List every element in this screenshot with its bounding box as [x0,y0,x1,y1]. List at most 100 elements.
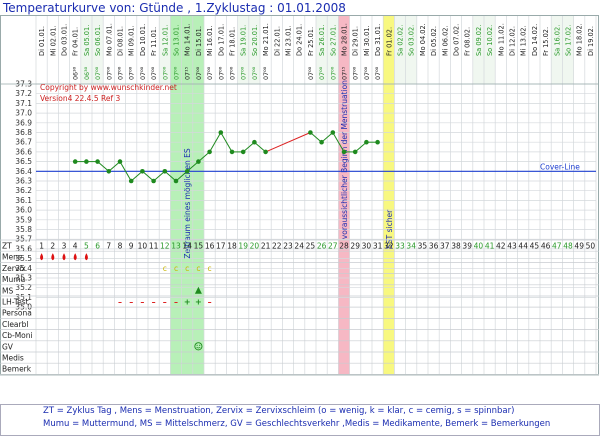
time-label: 07⁰⁰ [329,66,337,80]
cycle-day-number: 33 [395,242,405,251]
curve-segment [321,132,334,143]
temperature-point [173,178,179,184]
y-tick-label: 35.2 [15,283,32,292]
time-label: 07⁰⁰ [374,66,382,80]
row-label: Mens [2,253,22,262]
mens-drop-icon [84,253,88,261]
date-label: Mi 06.02. [441,25,449,56]
temperature-point [151,178,156,184]
curve-segment [254,141,266,153]
cycle-day-number: 1 [39,242,44,251]
time-label: 07⁰⁰ [217,66,225,80]
date-label: So 13.01. [173,25,181,56]
smiley-icon [194,342,203,351]
date-label: Sa 16.02. [553,25,561,56]
temperature-point [341,149,347,155]
lh-test-mark: + [184,298,191,307]
cycle-day-number: 40 [474,242,484,251]
row-label: Mumu [2,275,26,284]
cycle-day-number: 30 [362,242,372,251]
date-label: So 20.01. [251,25,259,56]
weekend-shade [327,16,339,84]
cycle-day-number: 27 [328,242,338,251]
cycle-day-number: 48 [563,242,573,251]
y-tick-label: 37.0 [15,109,32,118]
curve-segment [175,170,188,182]
date-label: Fr 18.01. [229,27,237,56]
date-label: Di 29.01. [352,26,360,56]
date-label: Sa 09.02. [475,25,483,56]
weekend-shade [159,16,171,84]
weekend-shade [316,16,328,84]
row-label: ZT [2,242,12,251]
temperature-point [106,169,112,174]
date-label: Do 10.01. [139,24,147,56]
y-tick-label: 36.9 [15,118,32,127]
mens-drop-icon [73,253,77,261]
y-tick-label: 36.4 [15,167,32,176]
date-label: Fr 08.02. [464,27,472,56]
zervix-mark: c [174,264,178,273]
date-label: Di 19.02. [587,26,595,56]
temperature-point [184,169,190,174]
zervix-mark: c [208,264,212,273]
time-label: 07⁰⁰ [318,66,326,80]
cycle-day-number: 17 [216,242,226,251]
cycle-day-number: 19 [238,242,248,251]
date-label: Do 31.01. [374,24,382,56]
cycle-day-number: 26 [317,242,327,251]
date-label: Fr 01.02. [385,27,393,56]
y-tick-label: 36.0 [15,206,32,215]
time-label: 07⁰⁰ [352,66,360,80]
cycle-day-number: 45 [530,242,540,251]
cycle-day-number: 16 [205,242,215,251]
cycle-day-number: 6 [95,242,100,251]
mens-drop-icon [51,253,55,261]
time-label: 07⁰⁰ [251,66,259,80]
weekend-shade [248,16,260,84]
curve-segment [265,132,311,153]
cycle-day-number: 20 [250,242,260,251]
cycle-day-number: 21 [261,242,271,251]
zervix-mark: c [185,264,189,273]
row-label: LH-Test [2,298,29,307]
row-label: Clearbl [2,320,28,329]
y-tick-label: 36.3 [15,177,32,186]
temperature-point [352,149,358,155]
curve-segment [310,132,322,143]
time-label: 07⁰⁰ [161,66,169,80]
legend-footer: ZT = Zyklus Tag , Mens = Menstruation, Z… [0,404,600,436]
curve-segment [198,151,210,162]
date-label: Fr 15.02. [542,27,550,56]
temperature-point [308,130,313,135]
time-label: 07⁰⁰ [195,66,203,80]
lh-test-mark: – [174,298,178,307]
time-label: 07⁰⁰ [105,66,113,80]
highlight-band [170,16,204,375]
temperature-point [263,149,268,155]
cycle-day-number: 10 [138,242,148,251]
chart-title: Temperaturkurve von: Gtünde , 1.Zyklusta… [3,1,346,15]
date-label: Mi 16.01. [206,25,214,56]
time-label: 07⁰⁰ [307,66,315,80]
temperature-point [140,169,145,174]
time-label: 07⁰⁰ [173,66,181,80]
time-label: 07⁰⁰ [240,66,248,80]
date-label: Sa 02.02. [397,25,405,56]
smiley-eye [196,344,198,346]
cycle-day-number: 41 [485,242,495,251]
row-label: Zervix [2,264,26,273]
curve-segment [97,161,110,172]
lh-test-mark: – [152,298,156,307]
temperature-point [252,139,257,145]
temperature-point [375,139,380,145]
y-tick-label: 35.5 [15,254,32,263]
temperature-point [84,159,89,164]
temperature-point [196,159,201,164]
cycle-day-number: 22 [272,242,282,251]
row-label: Bemerk [2,365,32,374]
highlight-band [338,16,350,375]
temperature-point [72,159,78,164]
cycle-day-number: 2 [50,242,55,251]
y-tick-label: 35.8 [15,225,32,234]
